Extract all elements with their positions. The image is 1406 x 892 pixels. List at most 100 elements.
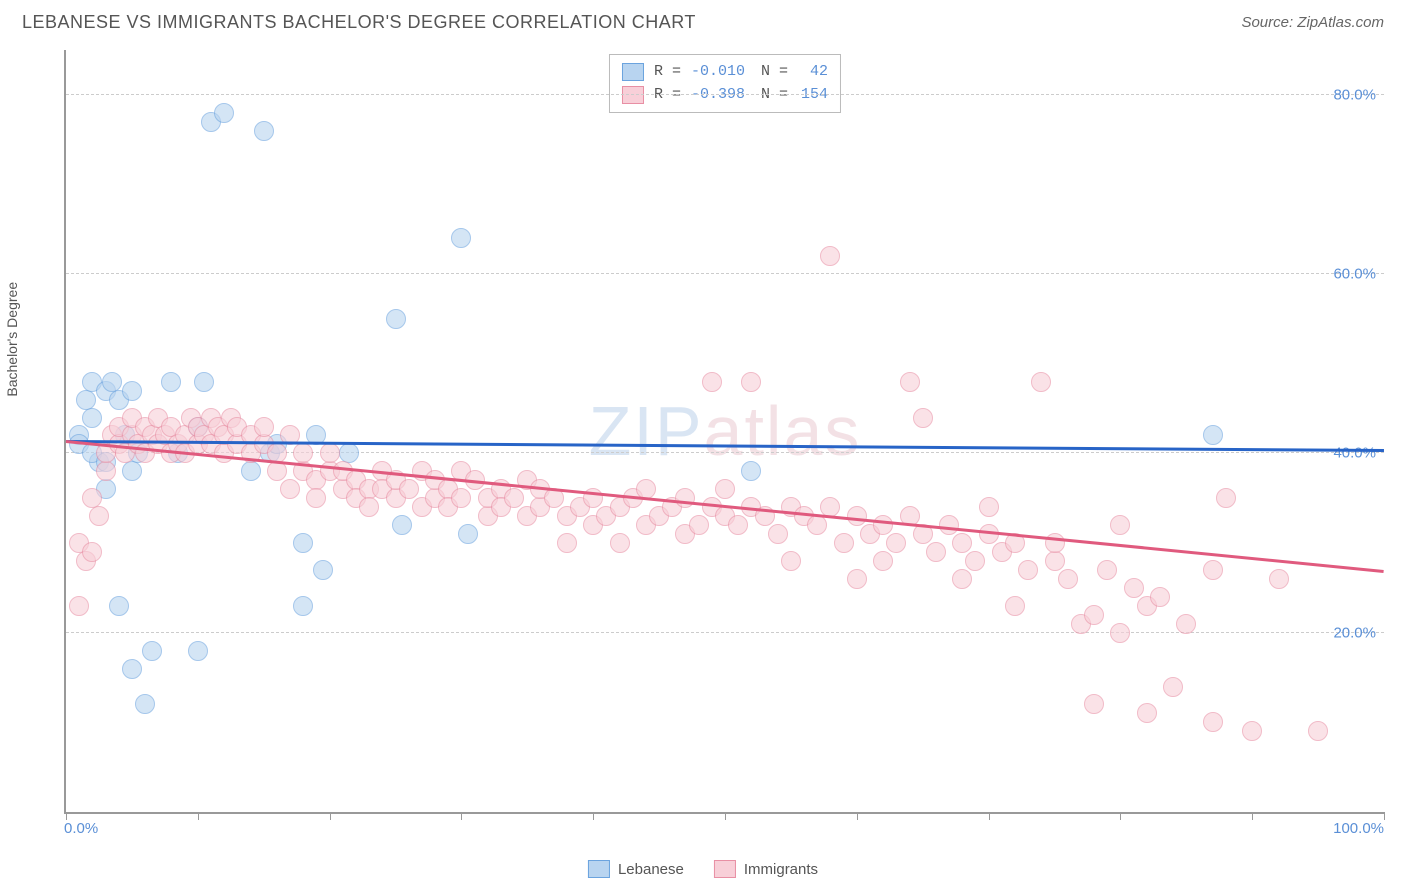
scatter-point-immigrants [847,569,867,589]
scatter-point-immigrants [293,443,313,463]
legend-label: Lebanese [618,861,684,878]
scatter-point-immigrants [1203,712,1223,732]
x-tick [66,812,67,820]
scatter-point-lebanese [741,461,761,481]
scatter-point-immigrants [926,542,946,562]
legend-item: Lebanese [588,860,684,878]
scatter-point-immigrants [1110,515,1130,535]
source-attribution: Source: ZipAtlas.com [1241,14,1384,31]
scatter-point-lebanese [293,533,313,553]
x-tick [198,812,199,820]
x-tick [1120,812,1121,820]
x-max-label: 100.0% [1333,820,1384,837]
scatter-point-lebanese [109,596,129,616]
scatter-point-immigrants [254,417,274,437]
scatter-point-immigrants [1058,569,1078,589]
x-tick [1252,812,1253,820]
scatter-point-immigrants [610,533,630,553]
x-tick [725,812,726,820]
scatter-point-immigrants [1124,578,1144,598]
series-legend: Lebanese Immigrants [588,860,818,878]
scatter-point-immigrants [96,461,116,481]
correlation-legend: R = -0.010 N = 42 R = -0.398 N = 154 [609,54,841,113]
scatter-point-immigrants [1005,596,1025,616]
x-tick [857,812,858,820]
scatter-point-immigrants [952,569,972,589]
scatter-point-immigrants [1084,605,1104,625]
scatter-point-immigrants [689,515,709,535]
scatter-point-immigrants [781,551,801,571]
scatter-point-lebanese [293,596,313,616]
watermark-part-2: atlas [704,392,862,470]
scatter-point-immigrants [359,497,379,517]
scatter-point-lebanese [122,659,142,679]
scatter-point-immigrants [69,596,89,616]
x-axis-labels: 0.0% 100.0% [64,820,1384,844]
scatter-point-immigrants [557,533,577,553]
scatter-point-immigrants [952,533,972,553]
scatter-point-immigrants [807,515,827,535]
scatter-point-immigrants [451,488,471,508]
scatter-point-lebanese [82,408,102,428]
scatter-point-immigrants [900,372,920,392]
r-value: -0.010 [691,61,751,84]
swatch-blue [622,63,644,81]
scatter-point-immigrants [873,551,893,571]
scatter-point-lebanese [241,461,261,481]
watermark: ZIPatlas [589,391,862,471]
scatter-point-immigrants [1031,372,1051,392]
gridline [66,94,1384,95]
scatter-point-immigrants [834,533,854,553]
scatter-point-lebanese [188,641,208,661]
scatter-point-immigrants [913,408,933,428]
scatter-point-lebanese [194,372,214,392]
scatter-point-immigrants [873,515,893,535]
trend-line-immigrants [66,440,1384,572]
scatter-point-lebanese [451,228,471,248]
gridline [66,273,1384,274]
scatter-point-immigrants [741,372,761,392]
scatter-point-immigrants [675,488,695,508]
y-tick-label: 20.0% [1333,624,1376,641]
plot-area: ZIPatlas R = -0.010 N = 42 R = -0.398 N … [64,50,1384,814]
scatter-point-immigrants [1308,721,1328,741]
scatter-point-immigrants [306,488,326,508]
scatter-point-lebanese [1203,425,1223,445]
scatter-point-immigrants [504,488,524,508]
scatter-point-lebanese [313,560,333,580]
scatter-point-immigrants [1084,694,1104,714]
x-tick [461,812,462,820]
chart-container: Bachelor's Degree ZIPatlas R = -0.010 N … [22,50,1384,842]
scatter-point-immigrants [820,246,840,266]
x-tick [1384,812,1385,820]
scatter-point-lebanese [161,372,181,392]
scatter-point-lebanese [392,515,412,535]
scatter-point-immigrants [1137,703,1157,723]
scatter-point-immigrants [280,479,300,499]
x-min-label: 0.0% [64,820,98,837]
scatter-point-immigrants [320,443,340,463]
scatter-point-lebanese [254,121,274,141]
scatter-point-lebanese [122,381,142,401]
scatter-point-immigrants [1176,614,1196,634]
scatter-point-lebanese [122,461,142,481]
scatter-point-immigrants [768,524,788,544]
scatter-point-lebanese [458,524,478,544]
legend-row: R = -0.010 N = 42 [622,61,828,84]
scatter-point-immigrants [1163,677,1183,697]
n-value: 42 [798,61,828,84]
scatter-point-immigrants [89,506,109,526]
legend-label: Immigrants [744,861,818,878]
scatter-point-immigrants [702,372,722,392]
swatch-blue [588,860,610,878]
chart-title: LEBANESE VS IMMIGRANTS BACHELOR'S DEGREE… [22,12,696,33]
scatter-point-immigrants [1269,569,1289,589]
watermark-part-1: ZIP [589,392,704,470]
scatter-point-immigrants [939,515,959,535]
scatter-point-lebanese [135,694,155,714]
scatter-point-immigrants [1203,560,1223,580]
scatter-point-immigrants [1216,488,1236,508]
scatter-point-immigrants [1097,560,1117,580]
scatter-point-immigrants [965,551,985,571]
y-axis-label: Bachelor's Degree [4,282,20,397]
